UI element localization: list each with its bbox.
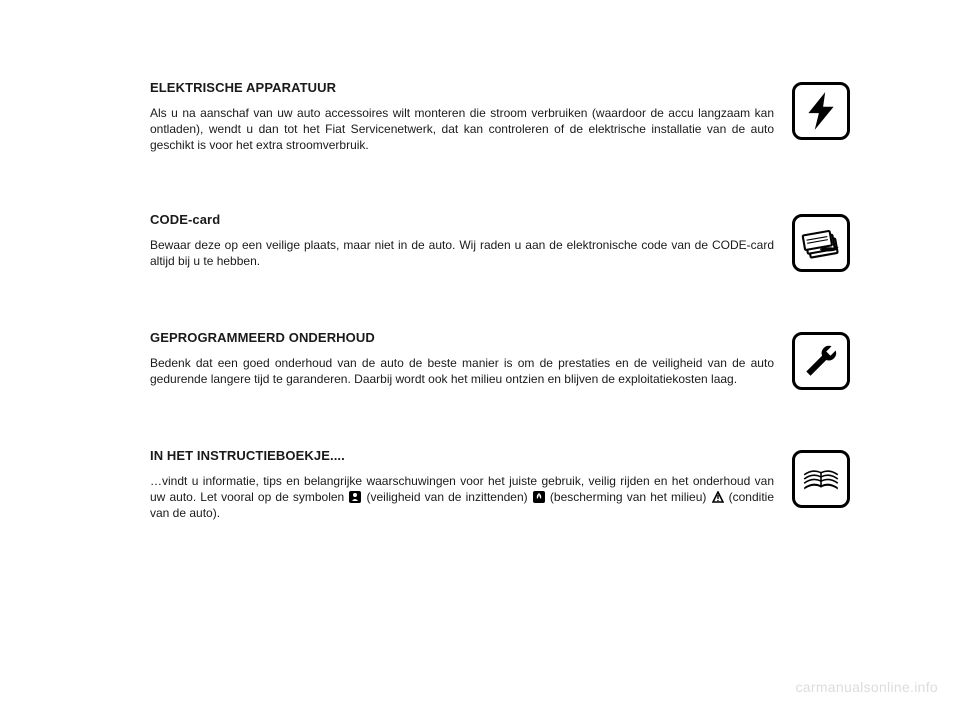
document-page: ELEKTRISCHE APPARATUUR Als u na aanschaf… (0, 0, 960, 709)
lightning-icon (792, 82, 850, 140)
card-stack-icon (792, 214, 850, 272)
section-text: GEPROGRAMMEERD ONDERHOUD Bedenk dat een … (150, 330, 792, 387)
section-body: …vindt u informatie, tips en belangrijke… (150, 473, 774, 522)
section-body: Bedenk dat een goed onderhoud van de aut… (150, 355, 774, 387)
section-heading: GEPROGRAMMEERD ONDERHOUD (150, 330, 774, 345)
safety-symbol-icon (349, 491, 361, 503)
section-text: CODE-card Bewaar deze op een veilige pla… (150, 212, 792, 269)
section-text: ELEKTRISCHE APPARATUUR Als u na aanschaf… (150, 80, 792, 154)
condition-symbol-icon (712, 491, 724, 503)
body-text-sym2: (bescherming van het milieu) (546, 490, 711, 504)
body-text-sym1: (veiligheid van de inzittenden) (362, 490, 531, 504)
section-heading: ELEKTRISCHE APPARATUUR (150, 80, 774, 95)
section-code-card: CODE-card Bewaar deze op een veilige pla… (150, 212, 850, 272)
section-body: Als u na aanschaf van uw auto accessoire… (150, 105, 774, 154)
wrench-icon (792, 332, 850, 390)
book-icon (792, 450, 850, 508)
section-instructieboekje: IN HET INSTRUCTIEBOEKJE.... …vindt u inf… (150, 448, 850, 522)
section-heading: CODE-card (150, 212, 774, 227)
watermark-text: carmanualsonline.info (796, 679, 939, 695)
environment-symbol-icon (533, 491, 545, 503)
section-onderhoud: GEPROGRAMMEERD ONDERHOUD Bedenk dat een … (150, 330, 850, 390)
section-body: Bewaar deze op een veilige plaats, maar … (150, 237, 774, 269)
section-text: IN HET INSTRUCTIEBOEKJE.... …vindt u inf… (150, 448, 792, 522)
section-heading: IN HET INSTRUCTIEBOEKJE.... (150, 448, 774, 463)
section-elektrische: ELEKTRISCHE APPARATUUR Als u na aanschaf… (150, 80, 850, 154)
